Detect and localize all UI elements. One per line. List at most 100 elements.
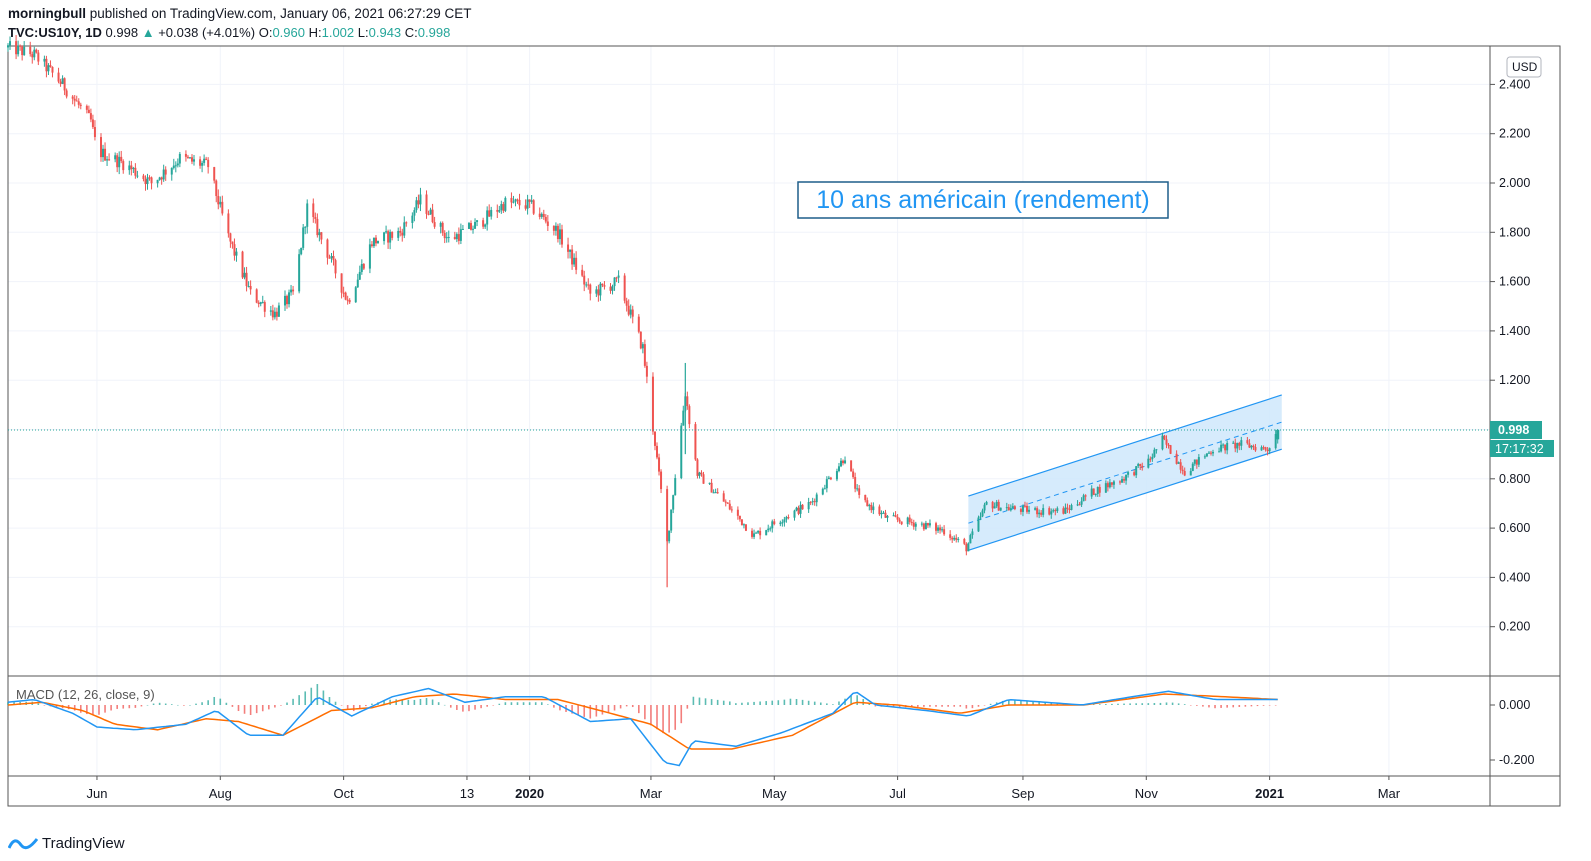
candle-body [783, 519, 786, 523]
candle-body [623, 275, 626, 301]
candle-body [245, 272, 248, 287]
macd-histogram-bar [255, 705, 258, 714]
annotation-box[interactable] [797, 181, 1169, 219]
candle-body [1264, 447, 1267, 450]
macd-histogram-bar [274, 705, 276, 708]
macd-histogram-bar [322, 690, 325, 705]
candle-body [864, 494, 867, 501]
candle-body [1240, 440, 1243, 446]
candle-body [1147, 458, 1150, 468]
y-tick-label: 1.200 [1499, 373, 1530, 387]
candle-body [205, 158, 208, 160]
candle-body [1135, 466, 1138, 476]
candle-body [136, 175, 139, 177]
macd-line [7, 687, 1278, 767]
channel-upper-line[interactable] [968, 394, 1282, 497]
candle-body [403, 222, 406, 236]
candle-body [292, 289, 295, 292]
candle-body [694, 424, 697, 460]
candle-body [1218, 451, 1221, 453]
candle-body [304, 226, 307, 228]
macd-histogram-bar [340, 705, 343, 706]
candle-body [880, 512, 883, 515]
macd-histogram-bar [1105, 704, 1107, 705]
candle-body [1038, 512, 1041, 515]
macd-histogram-bar [1001, 700, 1004, 705]
candle-body [807, 502, 810, 510]
macd-histogram-bar [201, 702, 203, 705]
macd-histogram-bar [1256, 705, 1259, 707]
macd-histogram-bar [1208, 705, 1210, 708]
macd-histogram-bar [971, 705, 974, 709]
x-tick-label: Aug [209, 786, 232, 801]
channel-median-line[interactable] [968, 421, 1282, 524]
candle-body [971, 531, 974, 536]
candle-body [1236, 442, 1239, 449]
candle-body [1141, 465, 1144, 468]
candle-body [411, 215, 414, 223]
candle-body [827, 477, 830, 480]
candle-body [318, 232, 321, 236]
candle-body [740, 519, 743, 526]
candle-body [346, 299, 349, 301]
candle-body [615, 277, 618, 279]
candle-body [920, 523, 923, 525]
channel-lower-line[interactable] [968, 448, 1282, 551]
macd-histogram-bar [183, 705, 185, 706]
macd-histogram-bar [170, 704, 173, 705]
y-tick-label: 1.600 [1499, 275, 1530, 289]
candle-body [504, 197, 507, 211]
candle-body [31, 54, 34, 58]
macd-histogram-bar [98, 705, 100, 715]
candle-body [898, 519, 901, 522]
candles [7, 35, 1280, 588]
macd-histogram-bar [498, 703, 501, 705]
candle-body [368, 244, 371, 269]
candle-body [91, 119, 94, 128]
candle-body [1181, 469, 1184, 472]
candle-body [399, 230, 402, 233]
candle-body [385, 231, 388, 233]
candle-body [546, 221, 549, 226]
candle-body [993, 506, 996, 509]
macd-histogram-bar [152, 703, 155, 705]
candle-body [556, 225, 559, 240]
candle-body [1149, 458, 1152, 460]
candle-body [510, 197, 513, 203]
macd-histogram-bar [850, 695, 852, 705]
macd-histogram-bar [601, 705, 604, 715]
candle-body [134, 167, 137, 176]
currency-box[interactable] [1506, 56, 1542, 78]
candle-body [866, 500, 869, 507]
candle-body [813, 501, 816, 503]
candle-body [1266, 449, 1269, 452]
candle-body [1028, 509, 1031, 512]
macd-histogram-bar [401, 699, 404, 705]
macd-histogram-bar [777, 700, 780, 705]
candle-body [639, 331, 642, 349]
candle-body [87, 109, 90, 114]
candle-body [1123, 479, 1126, 481]
tradingview-footer[interactable]: TradingView [8, 835, 125, 852]
y-tick-label: 0.600 [1499, 521, 1530, 535]
macd-histogram-bar [923, 705, 925, 707]
candle-body [469, 223, 472, 230]
candle-body [870, 504, 873, 511]
candle-body [1137, 464, 1140, 467]
macd-label: MACD (12, 26, close, 9) [16, 687, 155, 702]
macd-histogram-bar [419, 698, 422, 705]
symbol-label: TVC:US10Y, 1D [8, 25, 102, 40]
candle-body [1161, 435, 1164, 450]
macd-histogram-bar [122, 705, 125, 709]
candle-body [1203, 456, 1206, 458]
candle-body [455, 234, 458, 240]
candle-body [997, 501, 1000, 511]
candle-body [1197, 457, 1200, 465]
candle-body [1119, 481, 1122, 483]
parallel-channel[interactable] [968, 394, 1282, 551]
candle-body [255, 289, 258, 303]
macd-histogram-bar [73, 705, 76, 711]
candle-body [1082, 495, 1085, 502]
candle-body [1232, 442, 1235, 444]
